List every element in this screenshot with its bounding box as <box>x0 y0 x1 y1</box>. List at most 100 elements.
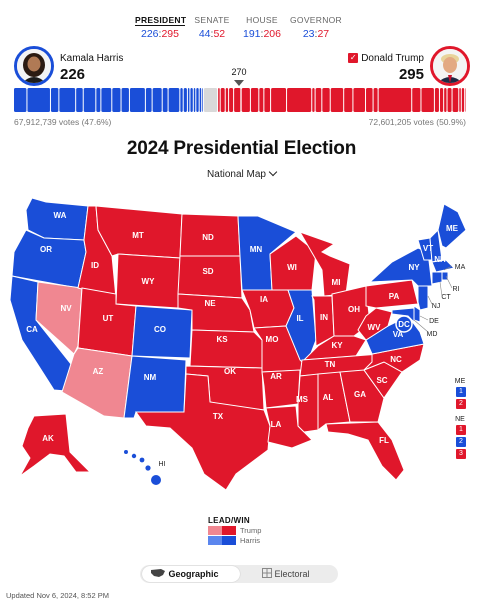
me-district-2[interactable]: 2 <box>456 399 466 409</box>
electoral-bar-segment[interactable] <box>421 88 434 112</box>
electoral-bar <box>14 88 466 112</box>
state-ny[interactable] <box>368 247 433 287</box>
electoral-bar-segment[interactable] <box>439 88 444 112</box>
geographic-view-button[interactable]: Geographic <box>142 566 240 582</box>
electoral-bar-segment[interactable] <box>168 88 180 112</box>
state-mi[interactable] <box>298 231 351 297</box>
electoral-view-button[interactable]: Electoral <box>262 566 336 582</box>
electoral-bar-segment[interactable] <box>315 88 322 112</box>
electoral-bar-segment[interactable] <box>14 88 27 112</box>
state-label-ca: CA <box>26 325 38 334</box>
electoral-bar-segment[interactable] <box>76 88 83 112</box>
state-label-tn: TN <box>325 360 336 369</box>
electoral-bar-segment[interactable] <box>218 88 220 112</box>
electoral-bar-segment[interactable] <box>112 88 121 112</box>
state-al[interactable] <box>317 371 351 431</box>
electoral-bar-segment[interactable] <box>234 88 241 112</box>
state-nc[interactable] <box>363 343 425 373</box>
electoral-bar-segment[interactable] <box>434 88 439 112</box>
state-ma[interactable] <box>431 259 455 273</box>
electoral-bar-segment[interactable] <box>59 88 76 112</box>
tab-senate[interactable]: SENATE 44:52 <box>194 15 230 40</box>
me-district-1[interactable]: 1 <box>456 387 466 397</box>
electoral-bar-segment[interactable] <box>229 88 234 112</box>
electoral-bar-segment[interactable] <box>203 88 218 112</box>
state-ar[interactable] <box>261 369 301 409</box>
electoral-bar-segment[interactable] <box>225 88 229 112</box>
electoral-bar-segment[interactable] <box>162 88 168 112</box>
electoral-bar-segment[interactable] <box>366 88 373 112</box>
electoral-bar-segment[interactable] <box>322 88 330 112</box>
electoral-bar-segment[interactable] <box>152 88 162 112</box>
electoral-bar-segment[interactable] <box>50 88 59 112</box>
state-nm[interactable] <box>123 355 187 419</box>
state-in[interactable] <box>311 295 335 347</box>
electoral-bar-segment[interactable] <box>220 88 225 112</box>
electoral-bar-segment[interactable] <box>202 88 203 112</box>
map-view-toggle: Geographic Electoral <box>140 565 338 583</box>
electoral-bar-segment[interactable] <box>444 88 447 112</box>
state-label-ks: KS <box>216 335 228 344</box>
rep-count: 27 <box>317 28 330 40</box>
electoral-bar-segment[interactable] <box>412 88 421 112</box>
electoral-bar-segment[interactable] <box>287 88 312 112</box>
electoral-bar-segment[interactable] <box>101 88 112 112</box>
electoral-bar-segment[interactable] <box>187 88 190 112</box>
state-nj[interactable] <box>417 285 429 311</box>
electoral-bar-segment[interactable] <box>145 88 152 112</box>
electoral-bar-segment[interactable] <box>180 88 183 112</box>
electoral-bar-segment[interactable] <box>330 88 344 112</box>
tab-house[interactable]: HOUSE 191:206 <box>243 15 281 40</box>
map-selector-dropdown[interactable]: National Map <box>0 167 483 180</box>
state-ct[interactable] <box>431 271 443 285</box>
electoral-bar-segment[interactable] <box>199 88 202 112</box>
state-ak[interactable] <box>19 413 92 477</box>
chevron-down-icon <box>268 167 278 177</box>
electoral-bar-segment[interactable] <box>353 88 366 112</box>
electoral-bar-segment[interactable] <box>459 88 461 112</box>
state-nv[interactable] <box>35 281 83 355</box>
electoral-bar-segment[interactable] <box>465 88 466 112</box>
electoral-bar-segment[interactable] <box>129 88 145 112</box>
state-label-oh: OH <box>348 305 360 314</box>
electoral-bar-segment[interactable] <box>83 88 96 112</box>
state-sd[interactable] <box>177 255 243 299</box>
electoral-bar-segment[interactable] <box>312 88 315 112</box>
state-az[interactable] <box>61 347 133 419</box>
state-dc[interactable] <box>395 315 413 333</box>
state-me[interactable] <box>437 203 467 249</box>
state-label-nj: NJ <box>432 303 441 310</box>
electoral-bar-segment[interactable] <box>264 88 271 112</box>
electoral-bar-segment[interactable] <box>27 88 50 112</box>
electoral-bar-segment[interactable] <box>196 88 199 112</box>
ne-district-1[interactable]: 1 <box>456 425 466 435</box>
tab-president[interactable]: PRESIDENT 226:295 <box>135 15 187 40</box>
legend-title: LEAD/WIN <box>208 516 250 525</box>
winner-check-icon: ✓ <box>348 53 359 64</box>
state-nh[interactable] <box>429 228 443 263</box>
electoral-bar-segment[interactable] <box>378 88 412 112</box>
state-fl[interactable] <box>325 421 405 481</box>
electoral-bar-segment[interactable] <box>271 88 287 112</box>
electoral-bar-segment[interactable] <box>259 88 264 112</box>
electoral-bar-segment[interactable] <box>344 88 353 112</box>
electoral-bar-segment[interactable] <box>96 88 101 112</box>
electoral-bar-segment[interactable] <box>452 88 459 112</box>
electoral-bar-segment[interactable] <box>183 88 187 112</box>
state-pa[interactable] <box>365 279 419 309</box>
rep-count: 295 <box>161 28 179 40</box>
electoral-bar-segment[interactable] <box>447 88 452 112</box>
electoral-bar-segment[interactable] <box>461 88 465 112</box>
tab-governor[interactable]: GOVERNOR 23:27 <box>290 15 342 40</box>
electoral-bar-segment[interactable] <box>241 88 250 112</box>
electoral-bar-segment[interactable] <box>250 88 259 112</box>
state-la[interactable] <box>265 405 313 449</box>
electoral-bar-segment[interactable] <box>190 88 193 112</box>
rep-count: 206 <box>263 28 281 40</box>
electoral-bar-segment[interactable] <box>193 88 196 112</box>
state-hi[interactable] <box>124 450 161 485</box>
ne-district-2[interactable]: 2 <box>456 437 466 447</box>
ne-district-3[interactable]: 3 <box>456 449 466 459</box>
electoral-bar-segment[interactable] <box>373 88 378 112</box>
electoral-bar-segment[interactable] <box>121 88 129 112</box>
